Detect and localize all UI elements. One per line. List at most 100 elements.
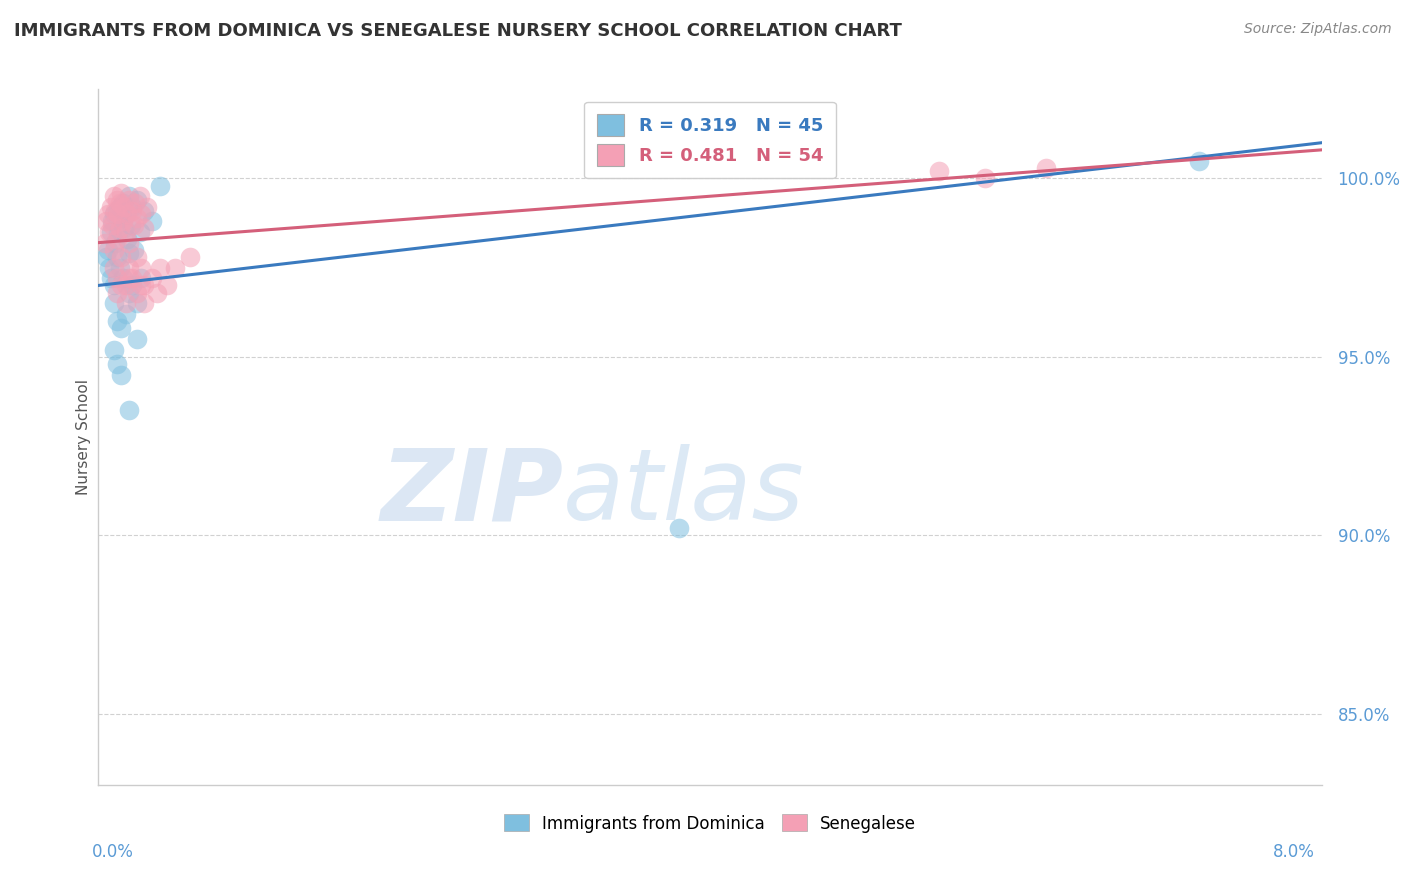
- Point: [128, 225, 150, 239]
- Point: [121, 278, 143, 293]
- Point: [124, 196, 146, 211]
- Point: [110, 250, 132, 264]
- Point: [107, 207, 129, 221]
- Point: [105, 203, 128, 218]
- Point: [105, 285, 128, 300]
- Point: [105, 314, 128, 328]
- Point: [156, 278, 179, 293]
- Point: [141, 271, 163, 285]
- Point: [118, 403, 141, 417]
- Point: [120, 218, 142, 232]
- Point: [129, 207, 152, 221]
- Point: [110, 278, 132, 293]
- Point: [100, 271, 122, 285]
- Point: [134, 203, 156, 218]
- Point: [108, 260, 131, 275]
- Point: [115, 225, 138, 239]
- Point: [118, 246, 141, 260]
- Point: [97, 243, 120, 257]
- Point: [118, 235, 141, 250]
- Point: [149, 260, 172, 275]
- Point: [108, 196, 131, 211]
- Point: [103, 260, 125, 275]
- Point: [117, 232, 139, 246]
- Point: [110, 368, 132, 382]
- Point: [125, 332, 148, 346]
- Point: [105, 357, 128, 371]
- Point: [103, 189, 125, 203]
- Point: [118, 260, 141, 275]
- Point: [129, 260, 152, 275]
- Point: [93, 235, 115, 250]
- Point: [108, 221, 131, 235]
- Point: [107, 225, 129, 239]
- Point: [118, 285, 141, 300]
- Point: [134, 221, 156, 235]
- Point: [94, 250, 117, 264]
- Point: [104, 235, 127, 250]
- Point: [125, 250, 148, 264]
- Point: [110, 211, 132, 225]
- Text: IMMIGRANTS FROM DOMINICA VS SENEGALESE NURSERY SCHOOL CORRELATION CHART: IMMIGRANTS FROM DOMINICA VS SENEGALESE N…: [14, 22, 901, 40]
- Point: [125, 296, 148, 310]
- Point: [121, 200, 143, 214]
- Point: [121, 271, 143, 285]
- Text: Source: ZipAtlas.com: Source: ZipAtlas.com: [1244, 22, 1392, 37]
- Point: [103, 296, 125, 310]
- Point: [668, 521, 690, 535]
- Point: [112, 200, 135, 214]
- Point: [115, 296, 138, 310]
- Point: [103, 207, 125, 221]
- Point: [111, 214, 134, 228]
- Point: [129, 278, 152, 293]
- Point: [108, 200, 131, 214]
- Point: [115, 307, 138, 321]
- Point: [104, 203, 127, 218]
- Point: [105, 232, 128, 246]
- Text: ZIP: ZIP: [380, 444, 564, 541]
- Point: [111, 196, 134, 211]
- Point: [103, 243, 125, 257]
- Point: [149, 178, 172, 193]
- Point: [1188, 153, 1211, 168]
- Point: [115, 207, 138, 221]
- Point: [103, 278, 125, 293]
- Point: [928, 164, 950, 178]
- Point: [141, 214, 163, 228]
- Point: [101, 214, 124, 228]
- Point: [105, 250, 128, 264]
- Point: [103, 343, 125, 357]
- Point: [134, 278, 156, 293]
- Point: [136, 200, 159, 214]
- Point: [128, 189, 150, 203]
- Point: [179, 250, 201, 264]
- Legend: Immigrants from Dominica, Senegalese: Immigrants from Dominica, Senegalese: [498, 808, 922, 839]
- Y-axis label: Nursery School: Nursery School: [76, 379, 91, 495]
- Point: [121, 203, 143, 218]
- Point: [129, 271, 152, 285]
- Text: 0.0%: 0.0%: [91, 843, 134, 861]
- Point: [110, 186, 132, 200]
- Point: [163, 260, 186, 275]
- Point: [122, 218, 145, 232]
- Point: [122, 243, 145, 257]
- Point: [117, 207, 139, 221]
- Point: [97, 207, 120, 221]
- Point: [974, 171, 997, 186]
- Point: [101, 218, 124, 232]
- Point: [98, 225, 121, 239]
- Point: [100, 225, 122, 239]
- Point: [1035, 161, 1057, 175]
- Point: [105, 271, 128, 285]
- Point: [110, 321, 132, 335]
- Point: [125, 193, 148, 207]
- Text: 8.0%: 8.0%: [1272, 843, 1315, 861]
- Point: [125, 285, 148, 300]
- Point: [118, 189, 141, 203]
- Point: [111, 271, 134, 285]
- Point: [94, 214, 117, 228]
- Point: [100, 200, 122, 214]
- Point: [134, 296, 156, 310]
- Point: [112, 221, 135, 235]
- Point: [118, 271, 141, 285]
